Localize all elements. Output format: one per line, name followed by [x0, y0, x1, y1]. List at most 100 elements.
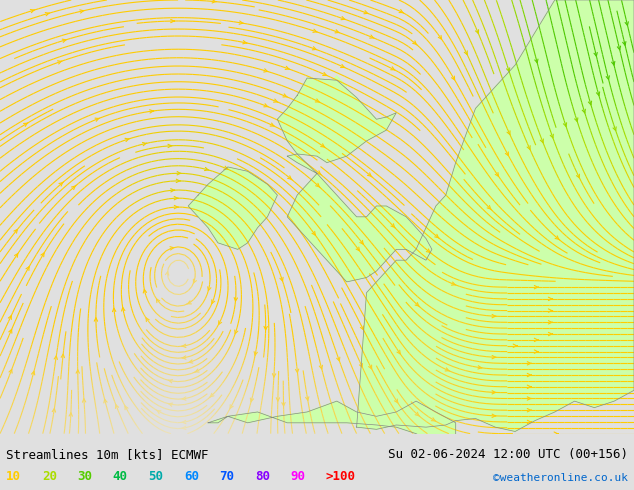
- FancyArrowPatch shape: [505, 152, 508, 156]
- FancyArrowPatch shape: [594, 52, 597, 56]
- FancyArrowPatch shape: [61, 354, 65, 358]
- FancyArrowPatch shape: [205, 168, 209, 171]
- FancyArrowPatch shape: [337, 357, 340, 361]
- Text: 70: 70: [219, 470, 235, 483]
- Text: 50: 50: [148, 470, 164, 483]
- Text: Streamlines 10m [kts] ECMWF: Streamlines 10m [kts] ECMWF: [6, 448, 209, 461]
- FancyArrowPatch shape: [168, 144, 172, 147]
- FancyArrowPatch shape: [235, 330, 238, 334]
- Text: 20: 20: [42, 470, 57, 483]
- FancyArrowPatch shape: [548, 309, 552, 312]
- FancyArrowPatch shape: [15, 254, 18, 257]
- FancyArrowPatch shape: [368, 173, 372, 177]
- FancyArrowPatch shape: [182, 397, 186, 400]
- FancyArrowPatch shape: [435, 234, 439, 238]
- FancyArrowPatch shape: [618, 46, 621, 49]
- FancyArrowPatch shape: [415, 302, 420, 307]
- FancyArrowPatch shape: [212, 300, 215, 303]
- FancyArrowPatch shape: [555, 236, 560, 240]
- FancyArrowPatch shape: [335, 30, 339, 33]
- FancyArrowPatch shape: [321, 144, 325, 147]
- Text: Su 02-06-2024 12:00 UTC (00+156): Su 02-06-2024 12:00 UTC (00+156): [387, 448, 628, 461]
- FancyArrowPatch shape: [41, 253, 44, 257]
- FancyArrowPatch shape: [431, 418, 436, 421]
- FancyArrowPatch shape: [182, 420, 186, 424]
- FancyArrowPatch shape: [143, 290, 146, 293]
- FancyArrowPatch shape: [548, 320, 552, 324]
- FancyArrowPatch shape: [182, 344, 186, 347]
- FancyArrowPatch shape: [445, 368, 450, 371]
- FancyArrowPatch shape: [125, 138, 129, 142]
- FancyArrowPatch shape: [62, 39, 67, 42]
- FancyArrowPatch shape: [464, 51, 467, 54]
- FancyArrowPatch shape: [507, 131, 510, 135]
- FancyArrowPatch shape: [487, 205, 491, 210]
- FancyArrowPatch shape: [359, 364, 363, 367]
- FancyArrowPatch shape: [495, 172, 498, 176]
- FancyArrowPatch shape: [76, 370, 79, 373]
- FancyArrowPatch shape: [476, 29, 479, 33]
- FancyArrowPatch shape: [554, 432, 558, 435]
- FancyArrowPatch shape: [95, 118, 100, 121]
- FancyArrowPatch shape: [613, 127, 616, 130]
- FancyArrowPatch shape: [360, 241, 363, 244]
- FancyArrowPatch shape: [527, 409, 531, 412]
- FancyArrowPatch shape: [115, 405, 119, 409]
- FancyArrowPatch shape: [288, 176, 292, 180]
- FancyArrowPatch shape: [597, 92, 600, 96]
- FancyArrowPatch shape: [415, 412, 420, 416]
- FancyArrowPatch shape: [80, 10, 84, 13]
- FancyArrowPatch shape: [527, 362, 531, 365]
- FancyArrowPatch shape: [413, 41, 417, 45]
- Text: 30: 30: [77, 470, 93, 483]
- FancyArrowPatch shape: [534, 286, 538, 289]
- Text: 40: 40: [113, 470, 128, 483]
- FancyArrowPatch shape: [171, 189, 175, 192]
- FancyArrowPatch shape: [527, 420, 531, 423]
- FancyArrowPatch shape: [174, 196, 178, 200]
- FancyArrowPatch shape: [112, 308, 116, 312]
- FancyArrowPatch shape: [527, 385, 531, 389]
- FancyArrowPatch shape: [313, 29, 317, 32]
- FancyArrowPatch shape: [282, 403, 285, 406]
- FancyArrowPatch shape: [478, 366, 482, 369]
- FancyArrowPatch shape: [45, 13, 49, 16]
- FancyArrowPatch shape: [574, 118, 578, 122]
- FancyArrowPatch shape: [527, 146, 530, 149]
- FancyArrowPatch shape: [125, 406, 128, 410]
- FancyArrowPatch shape: [59, 182, 63, 186]
- FancyArrowPatch shape: [564, 122, 567, 126]
- FancyArrowPatch shape: [30, 9, 35, 13]
- FancyArrowPatch shape: [94, 318, 98, 321]
- FancyArrowPatch shape: [312, 231, 315, 235]
- FancyArrowPatch shape: [588, 101, 592, 105]
- FancyArrowPatch shape: [527, 397, 531, 400]
- Text: 10: 10: [6, 470, 22, 483]
- FancyArrowPatch shape: [224, 166, 228, 170]
- Text: 80: 80: [255, 470, 270, 483]
- FancyArrowPatch shape: [195, 369, 199, 372]
- FancyArrowPatch shape: [69, 413, 72, 416]
- FancyArrowPatch shape: [283, 94, 287, 97]
- FancyArrowPatch shape: [58, 61, 62, 64]
- FancyArrowPatch shape: [295, 369, 299, 372]
- FancyArrowPatch shape: [174, 205, 178, 209]
- FancyArrowPatch shape: [182, 426, 186, 430]
- FancyArrowPatch shape: [360, 326, 363, 330]
- FancyArrowPatch shape: [540, 139, 543, 143]
- FancyArrowPatch shape: [168, 380, 172, 383]
- FancyArrowPatch shape: [157, 410, 161, 414]
- FancyArrowPatch shape: [492, 315, 496, 318]
- FancyArrowPatch shape: [507, 68, 510, 72]
- FancyArrowPatch shape: [270, 123, 275, 126]
- FancyArrowPatch shape: [438, 35, 441, 39]
- FancyArrowPatch shape: [9, 369, 12, 373]
- FancyArrowPatch shape: [426, 249, 431, 253]
- Polygon shape: [208, 401, 456, 449]
- FancyArrowPatch shape: [320, 365, 323, 369]
- FancyArrowPatch shape: [54, 356, 58, 360]
- FancyArrowPatch shape: [264, 104, 268, 107]
- FancyArrowPatch shape: [513, 344, 517, 347]
- FancyArrowPatch shape: [534, 59, 538, 63]
- FancyArrowPatch shape: [104, 399, 107, 403]
